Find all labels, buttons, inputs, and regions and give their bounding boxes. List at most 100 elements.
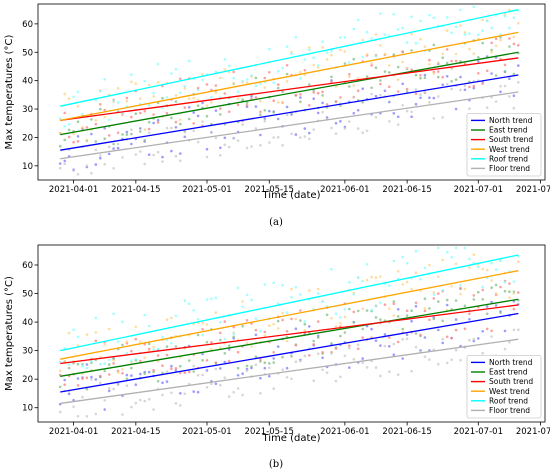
data-point bbox=[196, 86, 200, 90]
data-point bbox=[428, 58, 431, 62]
data-point bbox=[58, 131, 62, 135]
data-point bbox=[232, 82, 235, 85]
data-point bbox=[388, 120, 391, 123]
series-points-floor-trend bbox=[58, 79, 520, 176]
data-point bbox=[396, 65, 400, 69]
data-point bbox=[268, 109, 271, 113]
data-point bbox=[294, 286, 298, 289]
data-point bbox=[245, 78, 249, 81]
data-point bbox=[463, 31, 467, 34]
data-point bbox=[112, 357, 115, 360]
data-point bbox=[227, 145, 231, 149]
data-point bbox=[325, 116, 329, 119]
data-point bbox=[383, 52, 387, 56]
data-point bbox=[441, 52, 445, 56]
data-point bbox=[152, 113, 155, 116]
legend-label: Floor trend bbox=[489, 164, 530, 173]
data-point bbox=[517, 328, 520, 332]
data-point bbox=[383, 344, 387, 348]
data-point bbox=[499, 90, 502, 94]
data-point bbox=[396, 78, 400, 81]
data-point bbox=[219, 331, 222, 335]
data-point bbox=[383, 70, 387, 73]
data-point bbox=[174, 314, 178, 318]
data-point bbox=[165, 111, 169, 115]
data-point bbox=[414, 271, 418, 275]
data-point bbox=[423, 90, 427, 94]
data-point bbox=[388, 336, 391, 339]
data-point bbox=[432, 293, 436, 296]
y-axis-label: Max temperatures (°C) bbox=[4, 34, 15, 149]
data-point bbox=[365, 263, 369, 266]
series-points-south-trend bbox=[58, 279, 520, 387]
legend-label: Roof trend bbox=[489, 154, 528, 163]
data-point bbox=[179, 122, 182, 126]
data-point bbox=[303, 69, 307, 72]
data-point bbox=[445, 61, 449, 65]
data-point bbox=[139, 130, 142, 133]
data-point bbox=[348, 280, 351, 284]
data-point bbox=[356, 89, 360, 92]
data-point bbox=[156, 150, 160, 154]
data-point bbox=[352, 84, 356, 87]
data-point bbox=[85, 366, 89, 370]
data-point bbox=[272, 322, 276, 326]
data-point bbox=[499, 85, 502, 88]
data-point bbox=[99, 374, 102, 378]
data-point bbox=[512, 307, 516, 311]
y-tick-label: 10 bbox=[22, 162, 33, 172]
data-point bbox=[174, 369, 178, 372]
data-point bbox=[401, 338, 405, 341]
data-point bbox=[63, 92, 66, 96]
data-point bbox=[308, 48, 311, 52]
data-point bbox=[245, 293, 249, 297]
data-point bbox=[379, 301, 382, 304]
scatter-points bbox=[58, 5, 520, 176]
data-point bbox=[352, 358, 356, 361]
trend-line-floor-trend bbox=[60, 91, 519, 160]
data-point bbox=[396, 270, 400, 273]
data-point bbox=[192, 129, 195, 133]
data-point bbox=[361, 327, 365, 331]
data-point bbox=[147, 103, 151, 107]
data-point bbox=[210, 347, 213, 351]
data-point bbox=[72, 169, 75, 173]
data-point bbox=[179, 159, 182, 163]
data-point bbox=[423, 307, 427, 310]
data-point bbox=[179, 371, 182, 375]
data-point bbox=[405, 109, 409, 113]
data-point bbox=[401, 104, 405, 107]
data-point bbox=[392, 302, 396, 306]
y-axis-label: Max temperatures (°C) bbox=[4, 276, 15, 391]
data-point bbox=[343, 354, 347, 358]
data-point bbox=[503, 280, 507, 284]
data-point bbox=[214, 296, 218, 300]
data-point bbox=[147, 397, 151, 401]
caption-b: (b) bbox=[269, 459, 283, 470]
data-point bbox=[454, 107, 458, 111]
data-point bbox=[201, 373, 204, 377]
data-point bbox=[139, 111, 142, 115]
data-point bbox=[290, 287, 293, 291]
data-point bbox=[445, 298, 449, 302]
data-point bbox=[414, 73, 418, 77]
data-point bbox=[414, 332, 418, 335]
data-point bbox=[76, 120, 80, 123]
data-point bbox=[192, 96, 195, 100]
data-point bbox=[63, 162, 66, 166]
data-point bbox=[165, 353, 169, 357]
data-point bbox=[454, 318, 458, 321]
data-point bbox=[299, 359, 302, 363]
data-point bbox=[508, 296, 511, 300]
data-point bbox=[281, 368, 284, 372]
data-point bbox=[112, 362, 115, 365]
data-point bbox=[205, 83, 209, 86]
data-point bbox=[254, 76, 258, 80]
data-point bbox=[290, 132, 293, 136]
data-point bbox=[272, 99, 276, 102]
data-point bbox=[334, 100, 338, 103]
data-point bbox=[419, 277, 422, 281]
data-point bbox=[183, 371, 187, 375]
data-point bbox=[259, 358, 262, 361]
data-point bbox=[227, 348, 231, 351]
